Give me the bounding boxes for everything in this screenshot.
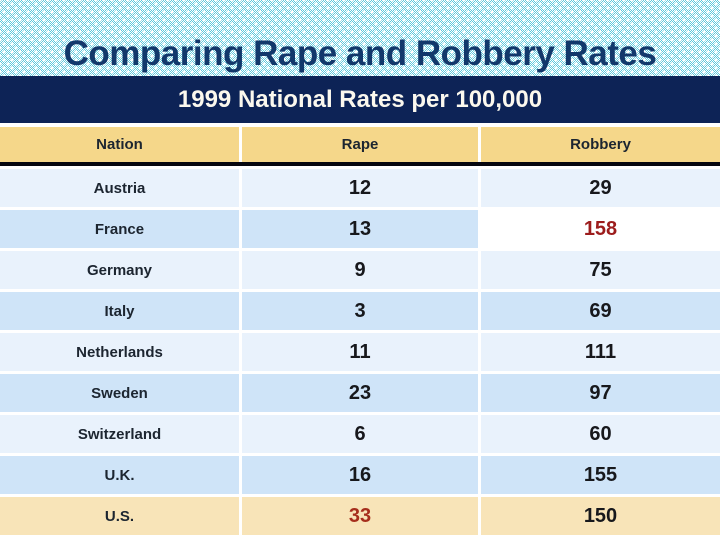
header-nation: Nation [0, 127, 239, 162]
rape-value: 13 [242, 210, 478, 248]
nation-cell: Netherlands [0, 333, 239, 371]
subtitle-band: 1999 National Rates per 100,000 [0, 76, 720, 123]
table-header-row: Nation Rape Robbery [0, 127, 720, 162]
table-row-france: France 13 158 [0, 210, 720, 248]
divider [0, 123, 720, 127]
table-row-germany: Germany 9 75 [0, 251, 720, 289]
table-row-switzerland: Switzerland 6 60 [0, 415, 720, 453]
robbery-value: 150 [481, 497, 720, 535]
page-title: Comparing Rape and Robbery Rates [63, 34, 657, 73]
rape-value: 3 [242, 292, 478, 330]
rape-value: 16 [242, 456, 478, 494]
table-row-austria: Austria 12 29 [0, 169, 720, 207]
robbery-value: 155 [481, 456, 720, 494]
nation-cell: Germany [0, 251, 239, 289]
table-row-uk: U.K. 16 155 [0, 456, 720, 494]
rape-value: 9 [242, 251, 478, 289]
robbery-value: 111 [481, 333, 720, 371]
rape-value: 23 [242, 374, 478, 412]
table-row-sweden: Sweden 23 97 [0, 374, 720, 412]
rape-value-highlighted: 33 [242, 497, 478, 535]
header-underline [0, 162, 720, 166]
rape-value: 6 [242, 415, 478, 453]
robbery-value: 75 [481, 251, 720, 289]
robbery-value: 60 [481, 415, 720, 453]
robbery-value: 69 [481, 292, 720, 330]
rape-value: 11 [242, 333, 478, 371]
nation-cell: U.S. [0, 497, 239, 535]
robbery-value-highlighted: 158 [481, 210, 720, 248]
rape-value: 12 [242, 169, 478, 207]
table-row-netherlands: Netherlands 11 111 [0, 333, 720, 371]
header-robbery: Robbery [481, 127, 720, 162]
robbery-value: 97 [481, 374, 720, 412]
slide-subtitle: 1999 National Rates per 100,000 [177, 85, 543, 113]
rates-table: Nation Rape Robbery Austria 12 29 France… [0, 127, 720, 535]
table-row-italy: Italy 3 69 [0, 292, 720, 330]
robbery-value: 29 [481, 169, 720, 207]
nation-cell: Austria [0, 169, 239, 207]
nation-cell: Sweden [0, 374, 239, 412]
title-band: Comparing Rape and Robbery Rates [0, 0, 720, 76]
nation-cell: Switzerland [0, 415, 239, 453]
table-row-us-highlighted: U.S. 33 150 [0, 497, 720, 535]
nation-cell: France [0, 210, 239, 248]
nation-cell: U.K. [0, 456, 239, 494]
nation-cell: Italy [0, 292, 239, 330]
header-rape: Rape [242, 127, 478, 162]
